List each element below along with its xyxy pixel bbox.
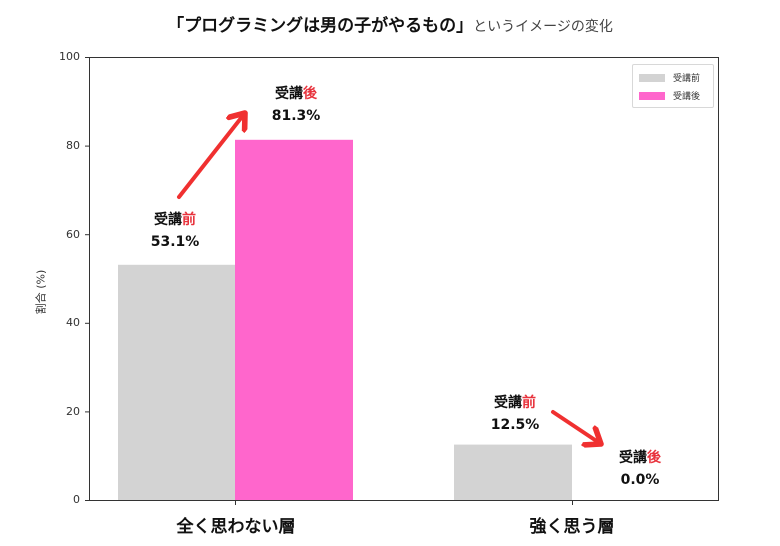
axes-frame	[89, 57, 719, 501]
arrow-up-icon	[177, 113, 245, 199]
legend-item-after: 受講後	[639, 89, 700, 102]
ytick-40: 40	[66, 316, 80, 329]
legend: 受講前 受講後	[632, 64, 714, 108]
chart-title-main: 「プログラミングは男の子がやるもの」	[167, 16, 474, 36]
annotation-g2-before: 受講前 12.5%	[490, 395, 540, 433]
ytick-20: 20	[66, 405, 80, 418]
ytick-100: 100	[59, 50, 80, 63]
legend-item-before: 受講前	[639, 71, 700, 84]
ytick-60: 60	[66, 228, 80, 241]
y-ticks	[85, 57, 90, 501]
bar-group2-before	[454, 444, 572, 500]
chart-title: 「プログラミングは男の子がやるもの」というイメージの変化	[0, 11, 780, 36]
ytick-80: 80	[66, 139, 80, 152]
bar-group1-after	[235, 139, 353, 501]
x-ticks	[235, 500, 573, 505]
annotation-g1-after: 受講後 81.3%	[271, 86, 321, 124]
bar-group1-before	[118, 264, 235, 500]
y-axis-label: 割合 (%)	[34, 269, 48, 315]
legend-swatch-before	[639, 73, 665, 82]
category-label-2: 強く思う層	[529, 517, 615, 537]
annotation-g1-before: 受講前 53.1%	[150, 212, 200, 250]
category-label-1: 全く思わない層	[176, 517, 296, 537]
ytick-0: 0	[73, 493, 80, 506]
chart-title-sub: というイメージの変化	[473, 19, 613, 35]
arrow-down-icon	[551, 410, 601, 444]
legend-swatch-after	[639, 91, 665, 100]
annotation-g2-after: 受講後 0.0%	[619, 450, 661, 488]
